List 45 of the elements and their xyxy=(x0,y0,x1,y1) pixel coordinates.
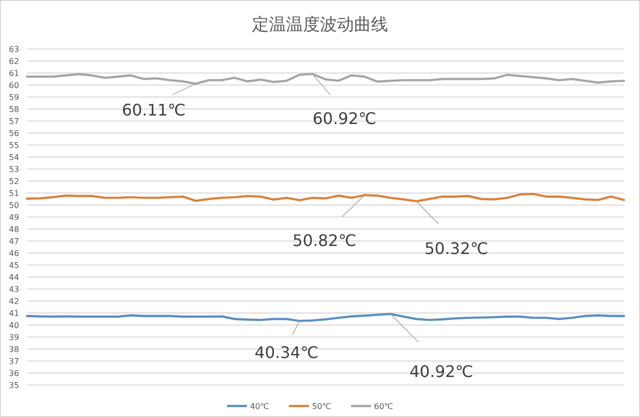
y-tick-label: 51 xyxy=(8,189,20,198)
annotation: 60.11℃ xyxy=(122,100,186,120)
y-tick-label: 35 xyxy=(8,381,20,390)
y-tick-label: 44 xyxy=(8,273,20,282)
legend-label: 40℃ xyxy=(250,402,270,411)
y-tick-label: 47 xyxy=(8,237,20,246)
legend-label: 60℃ xyxy=(374,402,394,411)
y-tick-label: 38 xyxy=(8,345,20,354)
y-tick-label: 48 xyxy=(8,225,20,234)
annotation: 50.32℃ xyxy=(416,200,488,258)
y-tick-label: 62 xyxy=(8,57,20,66)
y-tick-label: 42 xyxy=(8,297,20,306)
y-tick-label: 57 xyxy=(8,117,20,126)
y-tick-label: 39 xyxy=(8,333,20,342)
y-tick-label: 54 xyxy=(8,153,20,162)
annotation: 50.32℃ xyxy=(424,239,488,258)
y-tick-label: 56 xyxy=(8,129,20,138)
y-tick-label: 60 xyxy=(8,81,20,90)
y-tick-label: 41 xyxy=(8,309,20,318)
annotation: 40.34℃ xyxy=(254,320,318,362)
y-tick-label: 37 xyxy=(8,357,20,366)
y-tick-label: 50 xyxy=(8,201,20,210)
annotation: 50.82℃ xyxy=(292,231,356,250)
y-tick-label: 58 xyxy=(8,105,20,114)
y-tick-label: 46 xyxy=(8,249,20,258)
y-tick-label: 63 xyxy=(8,45,20,54)
legend-label: 50℃ xyxy=(312,402,332,411)
annotation: 40.92℃ xyxy=(410,362,474,381)
annotation: 50.82℃ xyxy=(292,194,365,250)
y-tick-label: 52 xyxy=(8,177,20,186)
annotation: 60.92℃ xyxy=(312,74,376,128)
y-tick-label: 61 xyxy=(8,69,20,78)
annotation: 40.92℃ xyxy=(390,314,474,381)
y-tick-label: 45 xyxy=(8,261,20,270)
y-tick-label: 43 xyxy=(8,285,20,294)
annotation: 40.34℃ xyxy=(254,342,318,362)
y-tick-label: 49 xyxy=(8,213,20,222)
y-tick-label: 36 xyxy=(8,369,20,378)
y-tick-label: 53 xyxy=(8,165,20,174)
title: 定温温度波动曲线 xyxy=(252,15,388,35)
annotation: 60.92℃ xyxy=(312,108,376,128)
y-tick-label: 55 xyxy=(8,141,20,150)
y-tick-label: 59 xyxy=(8,93,20,102)
y-tick-label: 40 xyxy=(8,321,20,330)
annotation: 60.11℃ xyxy=(122,83,196,120)
